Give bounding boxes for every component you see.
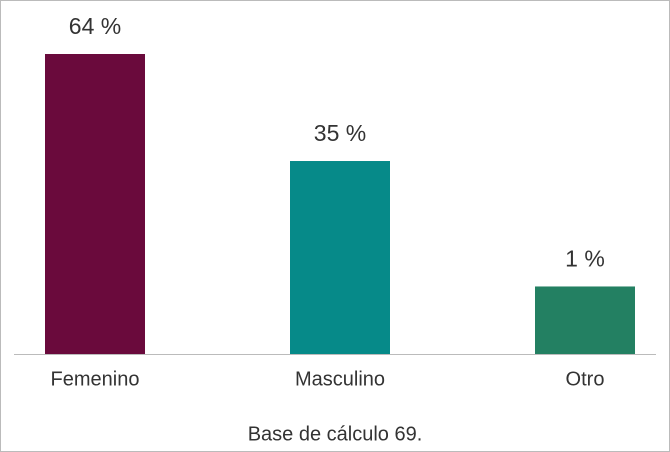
- bar: [290, 161, 390, 354]
- value-label: 35 %: [314, 120, 366, 146]
- value-label: 64 %: [69, 13, 121, 39]
- note: Base de cálculo 69.: [248, 423, 423, 445]
- bar: [535, 286, 635, 354]
- value-label: 1 %: [565, 246, 605, 272]
- x-tick-label: Femenino: [51, 368, 140, 390]
- bar: [45, 54, 145, 354]
- x-tick-label: Masculino: [295, 368, 385, 390]
- x-tick-label: Otro: [566, 368, 605, 390]
